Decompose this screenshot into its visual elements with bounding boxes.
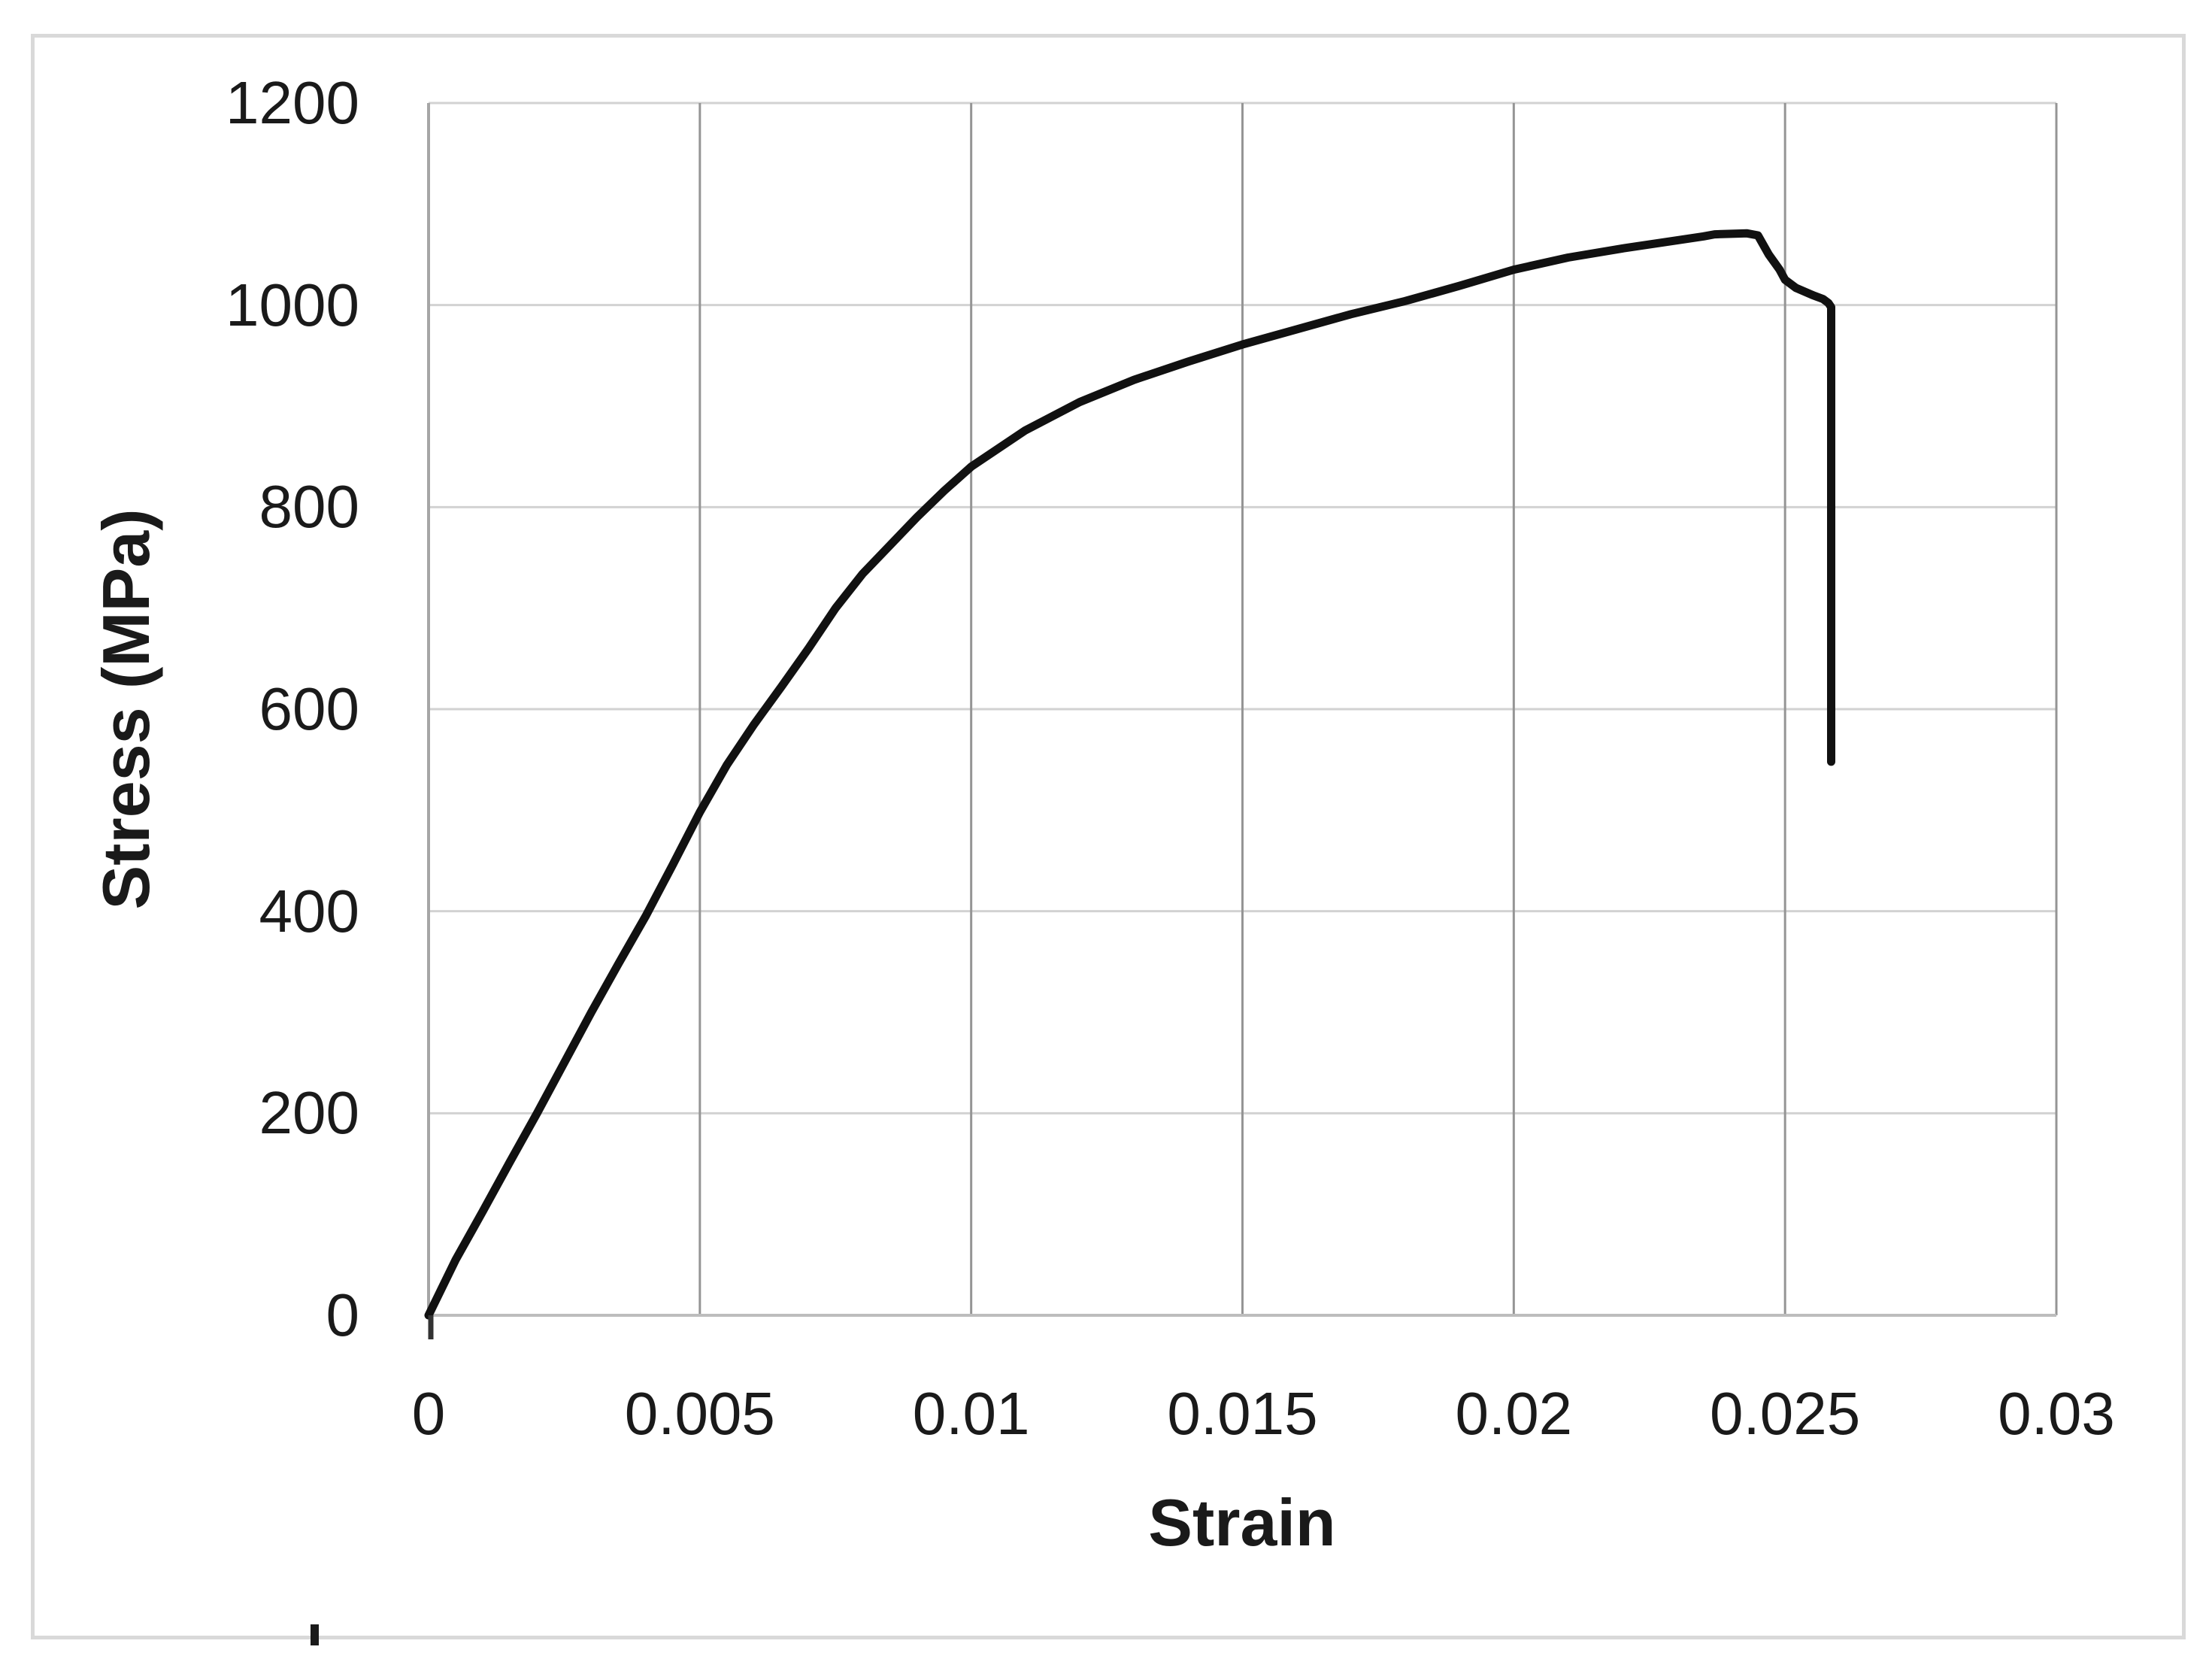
axes bbox=[427, 103, 2056, 1317]
y-tick-label: 0 bbox=[326, 1281, 360, 1348]
x-tick-label: 0.03 bbox=[1998, 1380, 2115, 1447]
y-tick-label: 1200 bbox=[226, 69, 359, 136]
gridlines bbox=[429, 102, 2058, 1315]
y-tick-label: 200 bbox=[259, 1079, 359, 1147]
x-tick-label: 0.025 bbox=[1710, 1380, 1861, 1447]
y-tick-label: 800 bbox=[259, 473, 359, 541]
series-stress-strain-curve bbox=[424, 229, 1835, 1320]
y-tick-label: 400 bbox=[259, 877, 359, 945]
x-tick-label: 0.015 bbox=[1167, 1380, 1318, 1447]
y-tick-label: 1000 bbox=[226, 271, 359, 338]
x-tick-label: 0.005 bbox=[624, 1380, 775, 1447]
y-axis-title: Stress (MPa) bbox=[89, 508, 163, 910]
x-tick-label: 0.02 bbox=[1455, 1380, 1573, 1447]
marks bbox=[311, 1315, 434, 1645]
stray-tick-mark bbox=[311, 1624, 319, 1645]
curve-layer bbox=[424, 229, 1835, 1320]
y-tick-label: 600 bbox=[259, 675, 359, 742]
x-axis-title: Strain bbox=[1148, 1485, 1336, 1560]
x-tick-label: 0 bbox=[411, 1380, 446, 1447]
x-tick-label: 0.01 bbox=[912, 1380, 1030, 1447]
